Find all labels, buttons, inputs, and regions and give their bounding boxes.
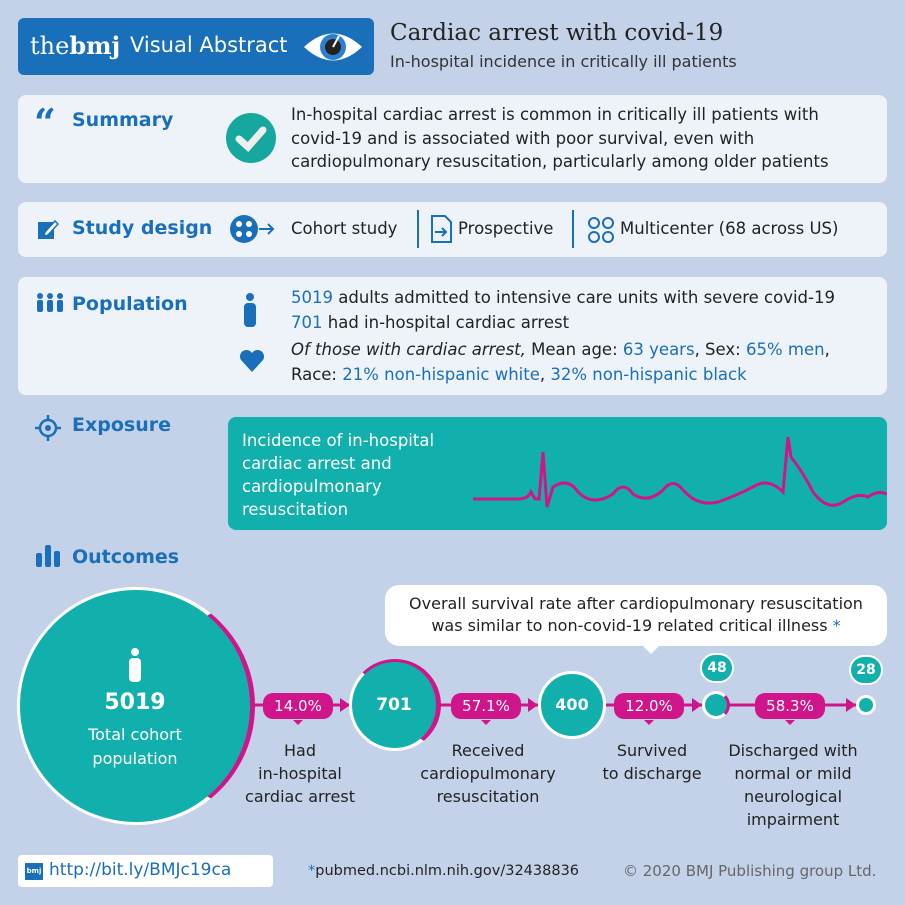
label-discharged: Discharged with normal or mild neurologica…: [728, 741, 858, 829]
population-line-4: Race: 21% non-hispanic white, 32% non-hi…: [291, 365, 747, 384]
bar-chart-icon: [36, 545, 60, 567]
cohort-icon: [230, 215, 275, 243]
label-cardiac-arrest: Had in-hospital cardiac arrest: [245, 741, 355, 806]
pencil-icon: [38, 219, 59, 239]
discharged-badge: 28: [849, 655, 883, 685]
pct-cardiac-arrest: 14.0%: [263, 693, 333, 725]
label-survived: Survived to discharge: [602, 741, 702, 783]
label-cpr: Received cardiopulmonary resuscitation: [420, 741, 556, 806]
page-title: Cardiac arrest with covid-19: [390, 20, 724, 46]
article-link[interactable]: http://bit.ly/BMJc19ca: [49, 860, 232, 880]
design-cohort: Cohort study: [291, 219, 398, 238]
pct-cpr: 57.1%: [451, 693, 521, 725]
callout-bubble: Overall survival rate after cardiopulmon…: [385, 585, 887, 654]
exposure-text: Incidence of in-hospital cardiac arrest a…: [242, 431, 435, 519]
brand-banner: thebmj Visual Abstract: [18, 18, 374, 75]
person-icon: [129, 648, 141, 682]
total-label: Total cohort population: [88, 725, 182, 768]
cardiac-arrest-circle: 701: [349, 659, 441, 751]
design-prospective: Prospective: [458, 219, 554, 238]
exposure-label: Exposure: [72, 414, 171, 436]
copyright: © 2020 BMJ Publishing group Ltd.: [623, 862, 877, 880]
eye-icon: [304, 33, 362, 61]
quote-icon: “: [34, 100, 56, 145]
study-design-panel: [18, 202, 887, 257]
people-icon: [37, 293, 63, 312]
summary-text: In-hospital cardiac arrest is common in …: [291, 105, 829, 171]
bmj-logo: thebmj: [30, 31, 121, 60]
page-subtitle: In-hospital incidence in critically ill …: [390, 52, 737, 71]
survived-circle: [702, 691, 730, 719]
population-line-2: 701 had in-hospital cardiac arrest: [291, 313, 570, 332]
heart-icon: [239, 349, 265, 372]
discharged-circle: [856, 695, 876, 715]
person-icon: [244, 293, 256, 327]
document-arrow-icon: [431, 215, 452, 243]
target-icon: [35, 415, 61, 441]
design-multicenter: Multicenter (68 across US): [620, 219, 839, 238]
divider: [417, 210, 419, 248]
total-count: 5019: [104, 690, 166, 715]
multicenter-icon: [588, 217, 614, 243]
summary-label: Summary: [72, 109, 174, 131]
divider: [572, 210, 574, 248]
population-label: Population: [72, 293, 188, 315]
checkmark-icon: [226, 113, 276, 163]
summary-panel: [18, 95, 887, 183]
url-box[interactable]: bmj http://bit.ly/BMJc19ca: [18, 855, 273, 887]
exposure-box: Incidence of in-hospital cardiac arrest a…: [228, 417, 887, 530]
cpr-circle: 400: [538, 671, 606, 739]
reference: *pubmed.ncbi.nlm.nih.gov/32438836: [308, 863, 580, 879]
pct-discharged: 58.3%: [755, 693, 825, 725]
survived-badge: 48: [700, 653, 734, 683]
population-line-1: 5019 adults admitted to intensive care u…: [291, 288, 835, 307]
ecg-trace-icon: [473, 436, 887, 508]
study-design-label: Study design: [72, 217, 213, 239]
brand-label: Visual Abstract: [130, 33, 288, 57]
total-cohort-circle: 5019 Total cohort population: [17, 587, 255, 825]
population-panel: [18, 277, 887, 395]
callout-pointer: [643, 646, 659, 654]
population-line-3: Of those with cardiac arrest, Mean age: …: [291, 340, 830, 359]
pct-survived: 12.0%: [614, 693, 684, 725]
outcomes-label: Outcomes: [72, 546, 180, 568]
bmj-small-logo: bmj: [25, 863, 43, 880]
